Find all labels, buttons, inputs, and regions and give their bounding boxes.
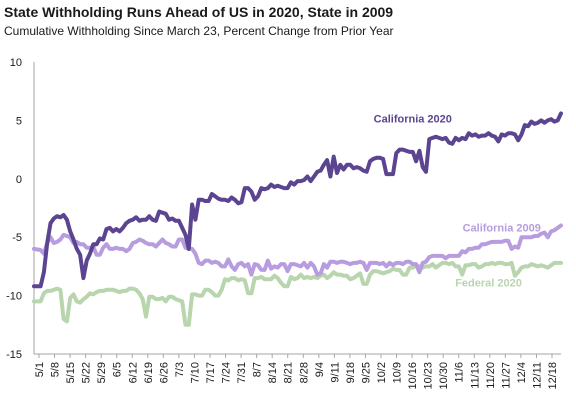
x-tick-label: 5/29 [96, 362, 108, 383]
x-tick-label: 8/21 [283, 362, 295, 383]
series-line-federal-2020 [32, 260, 563, 327]
x-tick-label: 11/27 [500, 362, 512, 389]
x-tick-label: 5/8 [50, 362, 62, 377]
chart-title: State Withholding Runs Ahead of US in 20… [4, 4, 393, 20]
x-tick-label: 12/4 [516, 362, 528, 383]
y-tick-label: -5 [12, 232, 22, 244]
x-tick-label: 10/9 [392, 362, 404, 383]
x-tick-label: 7/10 [189, 362, 201, 383]
series-layer [32, 111, 563, 327]
x-tick-label: 8/14 [267, 362, 279, 383]
x-tick-label: 8/28 [298, 362, 310, 383]
x-tick-label: 12/18 [547, 362, 559, 390]
series-label: California 2009 [463, 222, 541, 234]
x-tick-label: 11/13 [469, 362, 481, 389]
chart-subtitle: Cumulative Withholding Since March 23, P… [4, 24, 394, 38]
x-axis: 5/1 5/8 5/15 5/22 5/29 6/5 6/12 6/19 6/26 7/3 7/10… [34, 353, 561, 390]
x-tick-label: 7/17 [205, 362, 217, 383]
series-line-california-2009 [32, 223, 563, 277]
y-tick-label: 0 [16, 174, 22, 186]
x-tick-label: 10/30 [438, 362, 450, 390]
y-tick-label: 5 [16, 115, 22, 127]
x-tick-label: 9/4 [314, 362, 326, 377]
x-tick-label: 7/3 [174, 362, 186, 377]
x-tick-label: 12/11 [531, 362, 543, 389]
x-tick-label: 7/24 [221, 362, 233, 383]
y-tick-label: -15 [6, 349, 22, 361]
y-tick-label: -10 [6, 291, 22, 303]
x-tick-label: 11/6 [454, 362, 466, 383]
x-tick-label: 8/7 [252, 362, 264, 377]
x-tick-label: 5/1 [34, 362, 46, 377]
series-label: California 2020 [374, 114, 452, 126]
x-tick-label: 9/11 [329, 362, 341, 383]
x-tick-label: 6/12 [127, 362, 139, 383]
series-line-california-2020 [32, 111, 563, 289]
x-tick-label: 10/16 [407, 362, 419, 390]
x-tick-label: 9/25 [360, 362, 372, 383]
y-tick-label: 10 [10, 57, 22, 69]
series-label-layer: California 2020 California 2009 Federal 20… [374, 114, 541, 290]
x-tick-label: 9/18 [345, 362, 357, 383]
x-tick-label: 11/20 [485, 362, 497, 389]
x-tick-label: 7/31 [236, 362, 248, 383]
x-tick-label: 10/23 [423, 362, 435, 390]
series-label: Federal 2020 [455, 277, 522, 289]
y-axis: 10 5 0 -5 -10 -15 [6, 57, 35, 361]
x-tick-label: 6/26 [158, 362, 170, 383]
x-tick-label: 6/19 [143, 362, 155, 383]
x-tick-label: 10/2 [376, 362, 388, 383]
x-tick-label: 6/5 [112, 362, 124, 377]
x-tick-label: 5/22 [81, 362, 93, 383]
x-tick-label: 5/15 [65, 362, 77, 383]
